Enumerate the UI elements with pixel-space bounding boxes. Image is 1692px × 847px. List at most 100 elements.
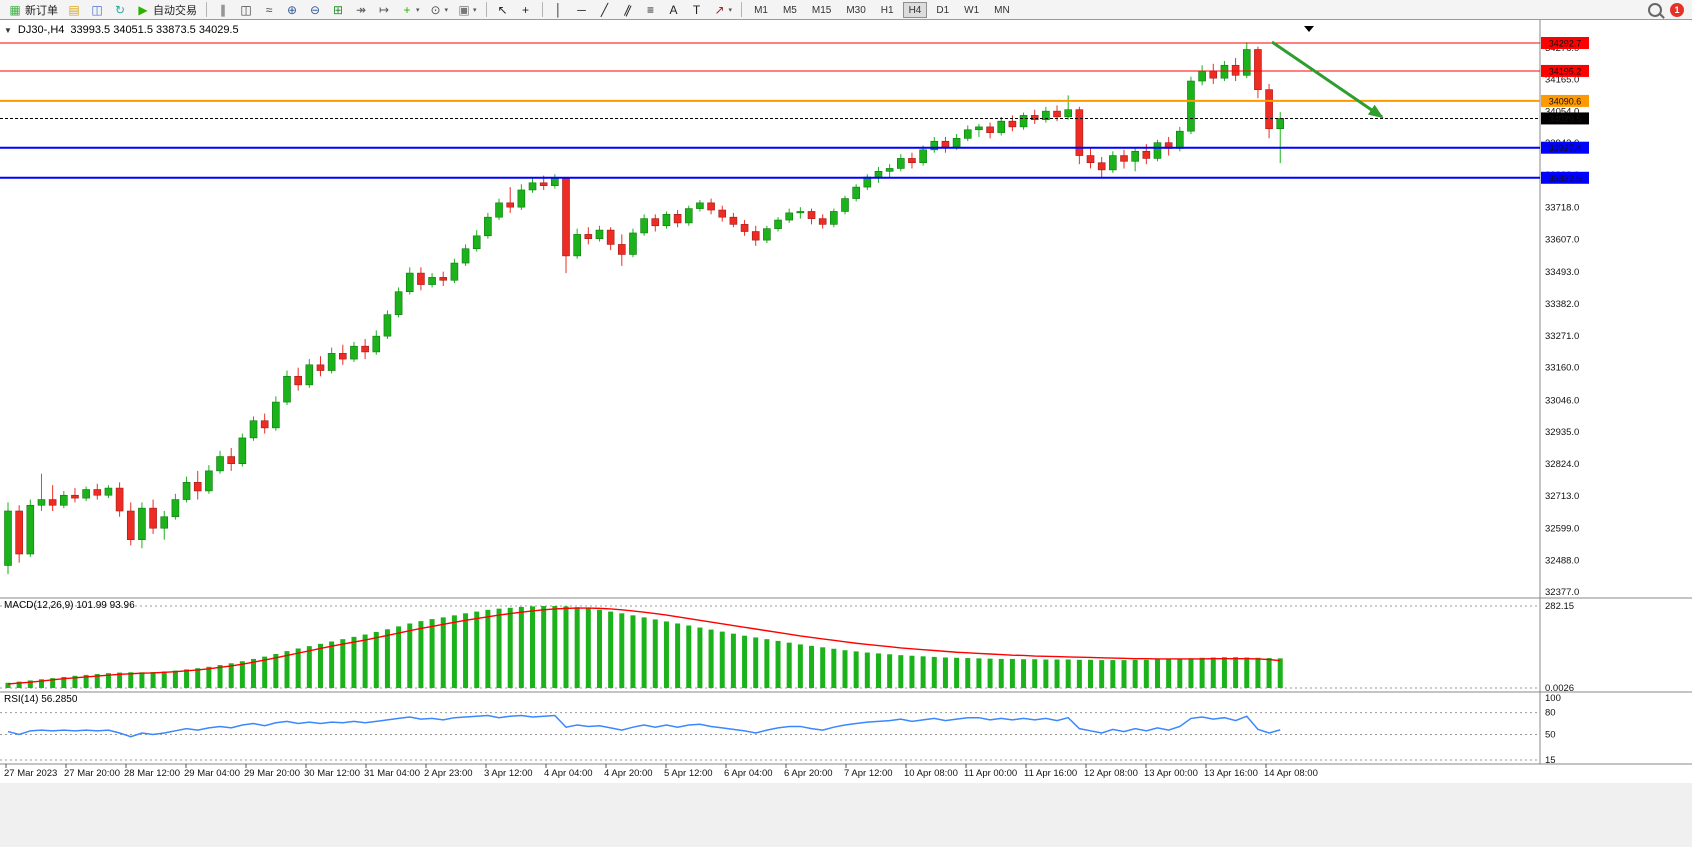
indicators-button[interactable]: + ▾ <box>396 1 424 19</box>
refresh-button[interactable]: ↻ <box>109 1 131 19</box>
svg-text:4 Apr 20:00: 4 Apr 20:00 <box>604 768 653 779</box>
svg-text:11 Apr 16:00: 11 Apr 16:00 <box>1024 768 1077 779</box>
toolbar-left: ▦ 新订单 ▤ ◫ ↻ ▶ 自动交易 ∥ ◫ ≈ ⊕ ⊖ ⊞ ↠ ↦ + ▾ ⊙ ▾ ▣ ▾ ↖ + │ ─ ╱ ∥ ≡ A T ↗ ▾ M1 M… <box>4 1 1017 19</box>
svg-text:80: 80 <box>1545 708 1556 719</box>
crosshair-button[interactable]: + <box>515 1 537 19</box>
timeframe-d1[interactable]: D1 <box>930 2 955 18</box>
svg-text:34292.7: 34292.7 <box>1549 38 1582 48</box>
toolbar-separator <box>541 2 543 17</box>
rsi-indicator-label: RSI(14) 56.2850 <box>4 694 78 705</box>
svg-text:282.15: 282.15 <box>1545 601 1574 612</box>
chart-canvas[interactable]: 34276.034165.034054.033943.033832.033718… <box>0 20 1692 783</box>
new-order-icon: ▦ <box>9 2 21 17</box>
svg-text:0.0026: 0.0026 <box>1545 683 1574 694</box>
svg-text:33493.0: 33493.0 <box>1545 267 1579 278</box>
chart-window: 34276.034165.034054.033943.033832.033718… <box>0 20 1692 783</box>
chart-shift-button[interactable]: ↦ <box>373 1 395 19</box>
profiles-icon: ◫ <box>91 2 103 17</box>
text-icon: A <box>669 2 678 17</box>
text-button[interactable]: A <box>663 1 685 19</box>
candlestick-chart-button[interactable]: ◫ <box>235 1 257 19</box>
line-chart-icon: ≈ <box>265 2 273 17</box>
zoom-in-button[interactable]: ⊕ <box>281 1 303 19</box>
svg-text:29 Mar 20:00: 29 Mar 20:00 <box>244 768 300 779</box>
line-chart-button[interactable]: ≈ <box>258 1 280 19</box>
toolbar-separator <box>741 2 743 17</box>
svg-text:34090.6: 34090.6 <box>1549 96 1582 106</box>
svg-text:33607.0: 33607.0 <box>1545 235 1579 246</box>
svg-text:34054.0: 34054.0 <box>1545 106 1579 117</box>
indicators-icon: + <box>403 2 411 17</box>
macd-indicator-label: MACD(12,26,9) 101.99 93.96 <box>4 600 135 611</box>
svg-text:13 Apr 00:00: 13 Apr 00:00 <box>1144 768 1198 779</box>
timeframe-m1[interactable]: M1 <box>748 2 774 18</box>
notification-badge[interactable]: 1 <box>1670 2 1684 17</box>
cursor-button[interactable]: ↖ <box>492 1 514 19</box>
timeframe-m15[interactable]: M15 <box>806 2 837 18</box>
auto-scroll-button[interactable]: ↠ <box>350 1 372 19</box>
svg-text:13 Apr 16:00: 13 Apr 16:00 <box>1204 768 1258 779</box>
trendline-icon: ╱ <box>600 2 609 17</box>
ohlc-values: 33993.5 34051.5 33873.5 34029.5 <box>70 24 239 36</box>
svg-text:32824.0: 32824.0 <box>1545 459 1579 470</box>
svg-text:2 Apr 23:00: 2 Apr 23:00 <box>424 768 473 779</box>
zoom-in-icon: ⊕ <box>286 2 298 17</box>
svg-text:31 Mar 04:00: 31 Mar 04:00 <box>364 768 420 779</box>
auto-trading-button[interactable]: ▶ 自动交易 <box>132 1 201 19</box>
svg-text:50: 50 <box>1545 729 1556 740</box>
svg-text:28 Mar 12:00: 28 Mar 12:00 <box>124 768 180 779</box>
svg-text:6 Apr 04:00: 6 Apr 04:00 <box>724 768 773 779</box>
collapse-arrow-icon[interactable]: ▼ <box>4 25 12 35</box>
chart-title: ▼ DJ30-,H4 33993.5 34051.5 33873.5 34029… <box>4 24 239 36</box>
profiles-button[interactable]: ◫ <box>86 1 108 19</box>
svg-text:14 Apr 08:00: 14 Apr 08:00 <box>1264 768 1318 779</box>
horizontal-line-button[interactable]: ─ <box>571 1 593 19</box>
new-chart-button[interactable]: ▤ <box>63 1 85 19</box>
main-toolbar: ▦ 新订单 ▤ ◫ ↻ ▶ 自动交易 ∥ ◫ ≈ ⊕ ⊖ ⊞ ↠ ↦ + ▾ ⊙ ▾ ▣ ▾ ↖ + │ ─ ╱ ∥ ≡ A T ↗ ▾ M1 M… <box>0 0 1692 20</box>
svg-text:34029.5: 34029.5 <box>1549 114 1582 124</box>
svg-text:27 Mar 20:00: 27 Mar 20:00 <box>64 768 120 779</box>
chart-shift-icon: ↦ <box>378 2 390 17</box>
svg-text:6 Apr 20:00: 6 Apr 20:00 <box>784 768 833 779</box>
channel-button[interactable]: ∥ <box>617 1 639 19</box>
svg-text:15: 15 <box>1545 755 1556 766</box>
timeframe-w1[interactable]: W1 <box>958 2 985 18</box>
svg-text:27 Mar 2023: 27 Mar 2023 <box>4 768 57 779</box>
periods-button[interactable]: ⊙ ▾ <box>425 1 453 19</box>
timeframe-m30[interactable]: M30 <box>840 2 871 18</box>
fibonacci-icon: ≡ <box>647 2 655 17</box>
timeframe-m5[interactable]: M5 <box>777 2 803 18</box>
svg-text:11 Apr 00:00: 11 Apr 00:00 <box>964 768 1017 779</box>
fibonacci-button[interactable]: ≡ <box>640 1 662 19</box>
vertical-line-button[interactable]: │ <box>548 1 570 19</box>
label-icon: T <box>692 2 701 17</box>
timeframe-h4[interactable]: H4 <box>902 1 928 18</box>
search-icon[interactable] <box>1648 2 1662 17</box>
chevron-down-icon: ▾ <box>728 6 733 14</box>
timeframe-h1[interactable]: H1 <box>875 2 900 18</box>
bar-chart-button[interactable]: ∥ <box>212 1 234 19</box>
timeframe-mn[interactable]: MN <box>988 2 1016 18</box>
svg-text:100: 100 <box>1545 693 1561 704</box>
chevron-down-icon: ▾ <box>416 6 420 14</box>
candlestick-icon: ◫ <box>240 2 252 17</box>
arrows-button[interactable]: ↗ ▾ <box>709 1 737 19</box>
label-button[interactable]: T <box>686 1 708 19</box>
svg-text:10 Apr 08:00: 10 Apr 08:00 <box>904 768 958 779</box>
svg-text:32713.0: 32713.0 <box>1545 491 1579 502</box>
svg-text:12 Apr 08:00: 12 Apr 08:00 <box>1084 768 1138 779</box>
templates-button[interactable]: ▣ ▾ <box>453 1 481 19</box>
tile-windows-button[interactable]: ⊞ <box>327 1 349 19</box>
tile-windows-icon: ⊞ <box>332 2 344 17</box>
svg-text:32377.0: 32377.0 <box>1545 587 1579 598</box>
svg-text:33927.4: 33927.4 <box>1549 143 1582 153</box>
zoom-out-button[interactable]: ⊖ <box>304 1 326 19</box>
svg-text:33822.5: 33822.5 <box>1549 173 1582 183</box>
trendline-button[interactable]: ╱ <box>594 1 616 19</box>
svg-text:7 Apr 12:00: 7 Apr 12:00 <box>844 768 893 779</box>
channel-icon: ∥ <box>621 1 634 18</box>
new-order-button[interactable]: ▦ 新订单 <box>4 1 62 19</box>
template-icon: ▣ <box>458 2 470 17</box>
svg-text:29 Mar 04:00: 29 Mar 04:00 <box>184 768 240 779</box>
